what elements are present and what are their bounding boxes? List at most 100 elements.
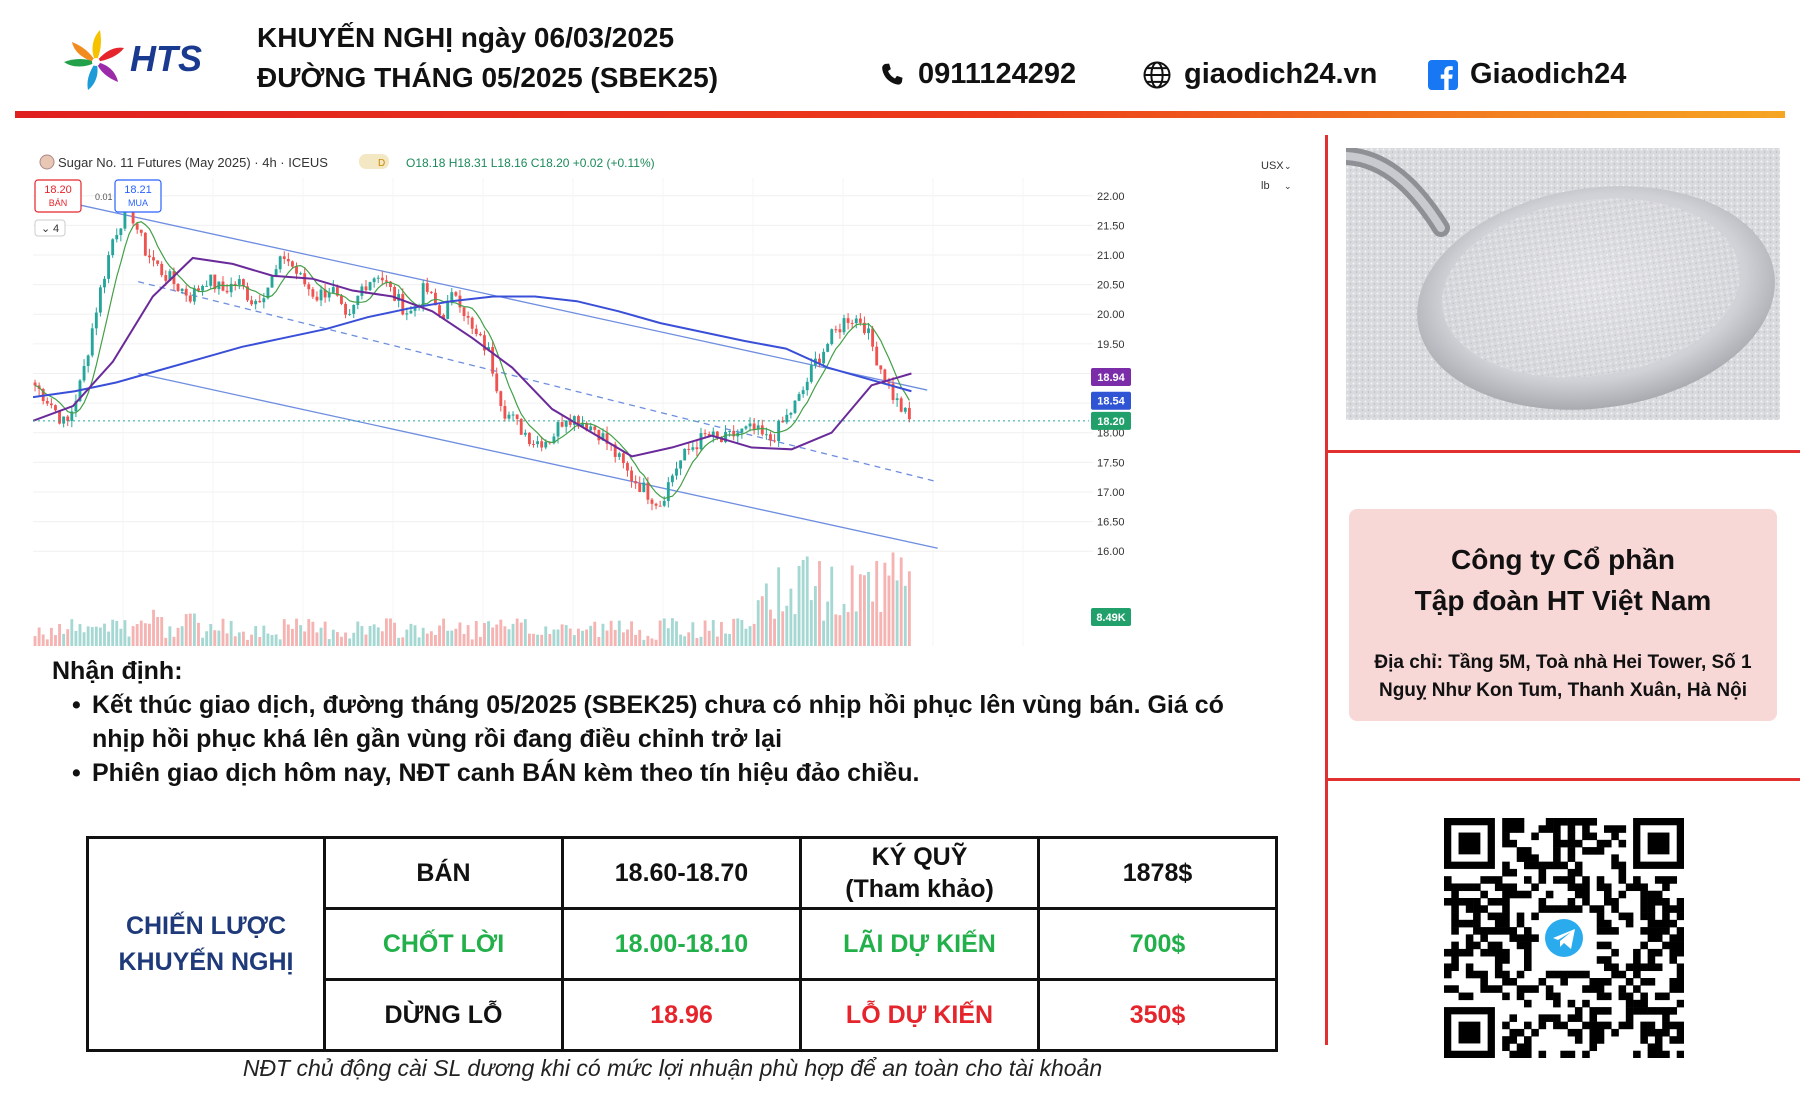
volume-bar (237, 632, 241, 646)
candle-body (348, 313, 352, 315)
qr-module (1618, 912, 1627, 921)
volume-bar (564, 625, 568, 646)
qr-module (1538, 978, 1547, 986)
facebook-link[interactable]: Giaodich24 (1428, 58, 1626, 91)
candle-body (213, 274, 217, 290)
volume-bar (188, 613, 192, 646)
candle-body (376, 277, 380, 279)
volume-bar (695, 637, 699, 646)
qr-module (1524, 999, 1532, 1008)
volume-bar (299, 625, 303, 646)
candle-body (258, 300, 262, 303)
volume-bar (442, 618, 446, 646)
candle-body (94, 312, 98, 329)
qr-module (1509, 818, 1518, 826)
qr-module (1676, 999, 1684, 1008)
qr-module (1465, 905, 1474, 913)
qr-module (1473, 898, 1481, 906)
qr-module (1640, 898, 1648, 906)
indicator-toggle[interactable] (34, 219, 66, 237)
qr-module (1582, 876, 1590, 884)
qr-module (1654, 890, 1663, 899)
qr-module (1596, 978, 1605, 986)
volume-bar (495, 624, 499, 646)
candle-body (315, 296, 319, 301)
volume-bar (107, 631, 111, 646)
volume-bar (213, 630, 217, 646)
candle-body (344, 303, 347, 315)
price-label-box (1091, 411, 1131, 430)
volume-bar (507, 629, 511, 646)
chart-ohlc: O18.18 H18.31 L18.16 C18.20 +0.02 (+0.11… (406, 156, 655, 170)
qr-module (1524, 1021, 1532, 1030)
volume-bar (413, 625, 417, 646)
qr-module (1494, 985, 1503, 993)
sell-button[interactable] (34, 179, 82, 213)
candle-body (707, 433, 711, 437)
price-label: 18.54 (1097, 396, 1125, 408)
qr-module (1516, 934, 1525, 942)
qr-module (1647, 1050, 1656, 1058)
price-chart[interactable]: 22.0021.5021.0020.5020.0019.5019.0018.50… (33, 148, 1303, 646)
candle-body (850, 322, 854, 324)
volume-bar (593, 621, 597, 646)
volume-bar (266, 633, 270, 646)
chevron-down-icon: ⌄ (41, 223, 50, 235)
y-tick-label: 19.50 (1097, 339, 1125, 351)
volume-bar (340, 636, 343, 646)
buy-price: 18.21 (124, 184, 152, 196)
candle-body (66, 416, 70, 421)
qr-module (1647, 890, 1656, 899)
facebook-text: Giaodich24 (1470, 58, 1627, 90)
qr-module (1524, 948, 1532, 957)
qr-module (1487, 985, 1496, 993)
volume-bar (139, 620, 143, 646)
price-label-box (1091, 391, 1131, 410)
qr-module (1654, 1028, 1663, 1037)
qr-module (1553, 999, 1561, 1008)
unit-select[interactable]: lb (1261, 180, 1270, 192)
candle-body (250, 300, 254, 305)
currency-select[interactable]: USX (1261, 160, 1284, 172)
candle-body (822, 351, 826, 364)
volume-bar (90, 627, 94, 646)
qr-module (1531, 832, 1539, 841)
qr-module (1676, 927, 1684, 935)
analysis-bullet1-line2: nhịp hồi phục khá lên gần vùng rồi đang … (92, 725, 783, 753)
buy-button[interactable] (114, 179, 162, 213)
candle-body (593, 426, 597, 430)
qr-module (1480, 978, 1488, 986)
website-link[interactable]: giaodich24.vn (1142, 58, 1377, 91)
globe-icon (1143, 61, 1171, 88)
candle-body (605, 433, 609, 444)
telegram-qr-code[interactable] (1444, 818, 1684, 1058)
volume-bar (376, 627, 380, 646)
phone-contact[interactable]: 0911124292 (878, 58, 1076, 91)
qr-module (1545, 890, 1554, 899)
candle-body (519, 418, 523, 435)
volume-bar (360, 626, 364, 646)
qr-module (1444, 985, 1452, 993)
candle-body (597, 429, 601, 441)
qr-module (1524, 847, 1532, 855)
volume-bar (331, 629, 335, 646)
qr-module (1647, 927, 1656, 935)
qr-module (1633, 1007, 1641, 1015)
volume-bar (589, 625, 593, 646)
volume-bar (801, 559, 805, 646)
qr-module (1582, 985, 1590, 993)
qr-module (1502, 883, 1510, 892)
candle-body (270, 276, 274, 288)
qr-module (1567, 854, 1576, 862)
volume-bar (654, 639, 658, 646)
qr-module (1662, 1007, 1670, 1015)
company-card: Công ty Cổ phần Tập đoàn HT Việt Nam Địa… (1349, 509, 1777, 721)
qr-module (1625, 1021, 1634, 1030)
qr-module (1458, 898, 1467, 906)
candle-body (552, 436, 556, 444)
volume-bar (887, 575, 891, 646)
qr-module (1494, 956, 1503, 964)
volume-bar (642, 639, 646, 646)
phone-number: 0911124292 (918, 58, 1077, 90)
volume-label-box (1091, 608, 1131, 626)
